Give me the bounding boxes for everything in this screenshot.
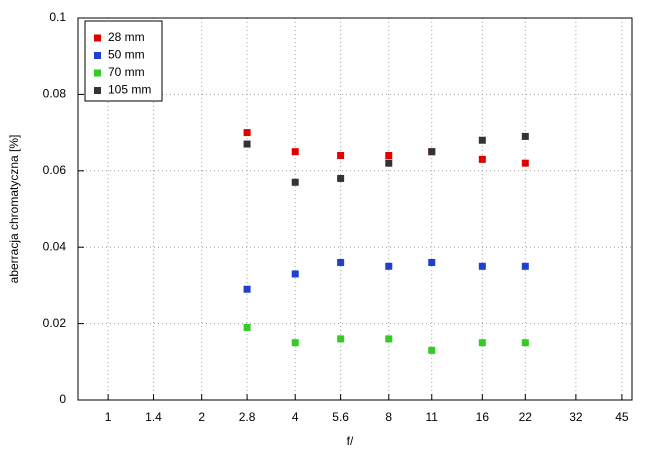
point (337, 335, 345, 343)
point (337, 258, 345, 266)
point (428, 346, 436, 354)
y-tick-label: 0.08 (43, 87, 67, 101)
legend-marker (94, 87, 101, 94)
point (385, 152, 393, 160)
x-tick-label: 8 (385, 410, 392, 424)
x-tick-label: 45 (615, 410, 629, 424)
point (337, 174, 345, 182)
point (521, 159, 529, 167)
x-tick-label: 32 (569, 410, 583, 424)
point (291, 178, 299, 186)
legend-label: 50 mm (108, 48, 145, 62)
legend-label: 28 mm (108, 30, 145, 44)
x-tick-label: 5.6 (332, 410, 349, 424)
legend-label: 70 mm (108, 65, 145, 79)
point (521, 262, 529, 270)
point (478, 136, 486, 144)
x-tick-label: 1 (105, 410, 112, 424)
point (243, 129, 251, 137)
point (385, 159, 393, 167)
point (521, 132, 529, 140)
point (478, 339, 486, 347)
point (291, 270, 299, 278)
y-tick-label: 0.06 (43, 163, 67, 177)
x-tick-label: 2 (198, 410, 205, 424)
x-axis-label: f/ (347, 434, 354, 448)
plot-frame (77, 17, 633, 401)
point (521, 339, 529, 347)
y-tick-label: 0 (59, 392, 66, 406)
x-tick-label: 2.8 (239, 410, 256, 424)
x-tick-label: 16 (476, 410, 490, 424)
legend-label: 105 mm (108, 83, 151, 97)
legend-marker (94, 52, 101, 59)
point (385, 335, 393, 343)
y-tick-label: 0.1 (49, 10, 66, 24)
point (291, 339, 299, 347)
x-tick-label: 22 (519, 410, 533, 424)
point (428, 258, 436, 266)
x-tick-label: 1.4 (145, 410, 162, 424)
y-tick-label: 0.02 (43, 316, 67, 330)
point (243, 285, 251, 293)
legend-marker (94, 69, 101, 77)
point (243, 323, 251, 331)
point (291, 148, 299, 156)
legend-marker (94, 34, 101, 42)
point (478, 262, 486, 270)
point (478, 155, 486, 163)
point (428, 148, 436, 156)
x-tick-label: 11 (426, 410, 439, 424)
y-tick-label: 0.04 (43, 239, 67, 253)
point (385, 262, 393, 270)
point (243, 140, 251, 148)
y-axis-label: aberracja chromatyczna [%] (7, 135, 21, 284)
point (337, 152, 345, 160)
x-tick-label: 4 (292, 410, 299, 424)
